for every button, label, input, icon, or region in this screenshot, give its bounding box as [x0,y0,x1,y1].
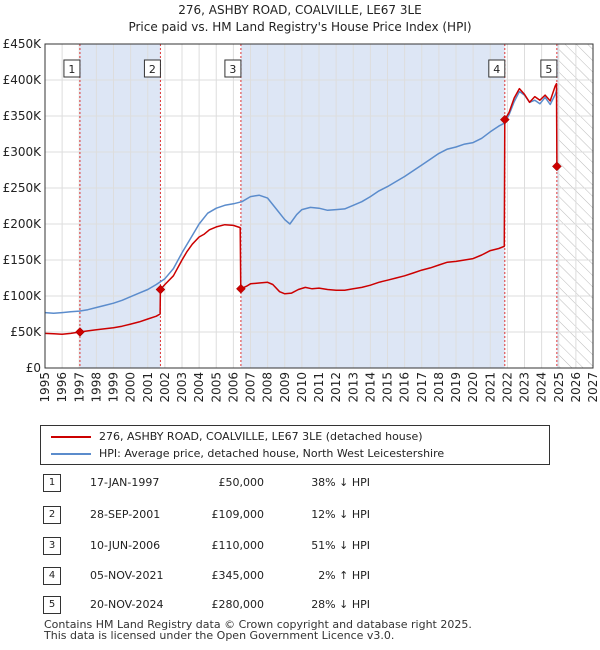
sale-number: 5 [43,596,61,614]
y-tick-label: £450K [3,37,43,51]
holding-period-shade-1 [79,44,161,368]
legend-swatch-hpi [51,453,91,455]
sale-row-2: 2 28-SEP-2001 £109,000 12% ↓ HPI [0,505,600,525]
sale-row-4: 4 05-NOV-2021 £345,000 2% ↑ HPI [0,566,600,586]
x-tick-label: 2006 [226,372,240,403]
x-tick-label: 2025 [552,372,566,403]
x-tick-label: 2016 [398,372,412,403]
y-tick-label: £0 [26,361,41,375]
plot-border [44,43,594,369]
x-tick-label: 2010 [295,372,309,403]
x-tick-label: 2005 [209,372,223,403]
x-tick-label: 2026 [569,372,583,403]
y-tick-label: £50K [10,325,42,339]
x-tick-label: 1996 [55,372,69,403]
x-tick-label: 2004 [192,372,206,403]
sale-date: 28-SEP-2001 [90,508,161,521]
chart-subtitle: Price paid vs. HM Land Registry's House … [128,20,471,34]
footer-attribution: Contains HM Land Registry data © Crown c… [44,619,472,641]
sale-number: 2 [43,506,61,524]
sale-hpi-diff: 12% ↓ HPI [311,508,370,521]
x-tick-label: 2020 [466,372,480,403]
sale-label-5: 5 [545,63,552,76]
sale-point-2 [155,284,166,295]
x-tick-label: 2007 [244,372,258,403]
x-tick-label: 2021 [483,372,497,403]
sale-date: 17-JAN-1997 [90,476,160,489]
x-tick-label: 2003 [175,372,189,403]
sale-point-5 [552,161,562,172]
x-tick-label: 2018 [432,372,446,403]
y-tick-label: £200K [3,217,43,231]
x-tick-label: 2001 [141,372,155,403]
sale-label-box-3 [224,59,242,78]
y-tick-label: £150K [3,253,43,267]
sale-price: £50,000 [218,476,265,489]
x-tick-label: 2027 [586,372,600,403]
x-tick-label: 2024 [535,372,549,403]
sale-price: £110,000 [211,539,265,552]
sale-label-box-1 [63,59,81,78]
x-tick-label: 2022 [500,372,514,403]
x-tick-label: 2015 [381,372,395,403]
y-tick-label: £250K [3,181,43,195]
chart-title: 276, ASHBY ROAD, COALVILLE, LE67 3LE [178,3,422,17]
sale-point-3 [236,283,246,294]
sale-hpi-diff: 2% ↑ HPI [318,569,370,582]
y-tick-label: £350K [3,109,43,123]
sale-label-box-5 [540,59,558,78]
x-tick-label: 1995 [38,372,52,403]
sale-date: 10-JUN-2006 [90,539,161,552]
sale-hpi-diff: 38% ↓ HPI [311,476,370,489]
footer-licence: This data is licensed under the Open Gov… [44,629,395,642]
sale-price: £109,000 [211,508,265,521]
sale-label-box-4 [488,59,506,78]
sale-point-1 [75,327,85,337]
y-tick-label: £300K [3,145,43,159]
x-tick-label: 2012 [329,372,343,403]
sale-label-box-2 [143,59,161,78]
property-price-line [44,82,558,335]
sale-number: 1 [43,474,61,492]
holding-period-shade-2 [240,44,505,368]
sale-price: £345,000 [211,569,265,582]
x-tick-label: 1999 [107,372,121,403]
x-tick-label: 1998 [89,372,103,403]
x-tick-label: 2009 [278,372,292,403]
sale-row-5: 5 20-NOV-2024 £280,000 28% ↓ HPI [0,595,600,615]
sale-row-3: 3 10-JUN-2006 £110,000 51% ↓ HPI [0,536,600,556]
sale-label-2: 2 [149,63,156,76]
x-tick-label: 2013 [346,372,360,403]
legend-label-property: 276, ASHBY ROAD, COALVILLE, LE67 3LE (de… [99,430,423,443]
sale-row-1: 1 17-JAN-1997 £50,000 38% ↓ HPI [0,473,600,493]
sale-price: £280,000 [211,598,265,611]
x-tick-label: 2008 [261,372,275,403]
legend-swatch-property [51,436,91,438]
x-tick-label: 2011 [312,372,326,403]
sale-label-3: 3 [229,63,236,76]
footer-copyright: Contains HM Land Registry data © Crown c… [44,618,472,631]
y-tick-label: £100K [3,289,43,303]
x-tick-label: 2017 [415,372,429,403]
holding-period-shade-3 [556,44,559,368]
x-tick-label: 1997 [72,372,86,403]
sale-label-4: 4 [493,63,500,76]
x-tick-label: 2023 [518,372,532,403]
price-chart: 276, ASHBY ROAD, COALVILLE, LE67 3LE Pri… [3,3,600,403]
legend-label-hpi: HPI: Average price, detached house, Nort… [99,447,445,460]
x-tick-label: 2002 [158,372,172,403]
sale-date: 20-NOV-2024 [90,598,164,611]
sale-number: 4 [43,567,61,585]
sale-hpi-diff: 28% ↓ HPI [311,598,370,611]
x-tick-label: 2014 [363,372,377,403]
x-tick-label: 2019 [449,372,463,403]
sale-hpi-diff: 51% ↓ HPI [311,539,370,552]
sale-label-1: 1 [68,63,75,76]
x-tick-label: 2000 [124,372,138,403]
sale-number: 3 [43,537,61,555]
sale-point-4 [499,114,510,125]
sale-date: 05-NOV-2021 [90,569,164,582]
y-tick-label: £400K [3,73,43,87]
chart-legend: 276, ASHBY ROAD, COALVILLE, LE67 3LE (de… [40,425,550,465]
